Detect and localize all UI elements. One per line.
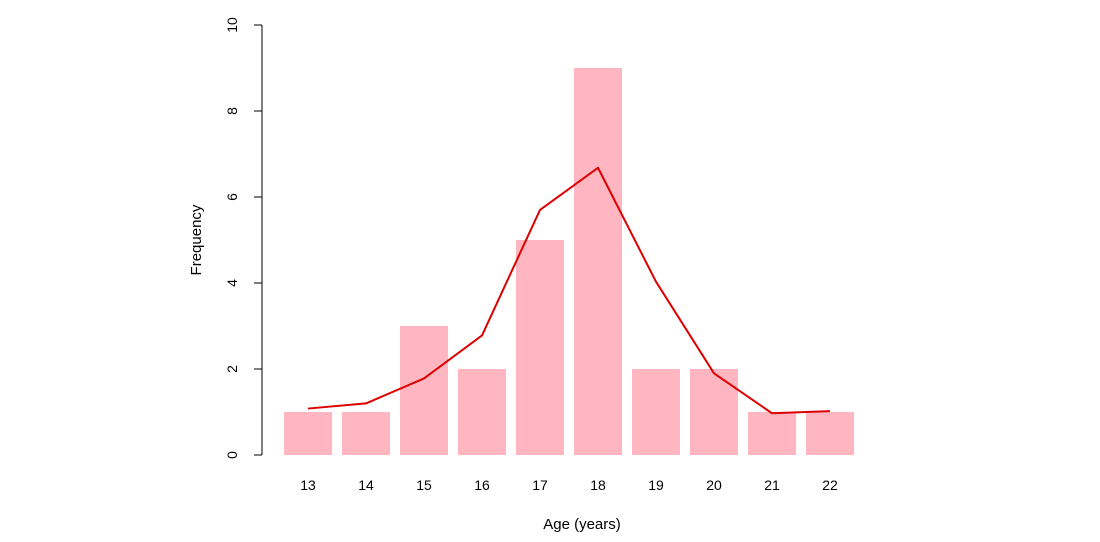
bar-14 (342, 412, 390, 455)
y-axis-title: Frequency (188, 204, 205, 275)
bar-22 (806, 412, 854, 455)
x-tick-label-19: 19 (648, 477, 664, 493)
x-tick-label-14: 14 (358, 477, 374, 493)
x-tick-label-20: 20 (706, 477, 722, 493)
bar-13 (284, 412, 332, 455)
x-tick-label-17: 17 (532, 477, 548, 493)
x-tick-label-21: 21 (764, 477, 780, 493)
x-tick-label-18: 18 (590, 477, 606, 493)
y-tick-label-6: 6 (224, 193, 240, 201)
x-tick-label-15: 15 (416, 477, 432, 493)
y-tick-label-0: 0 (224, 451, 240, 459)
x-tick-labels: 13 14 15 16 17 18 19 20 21 22 (300, 477, 838, 493)
bar-15 (400, 326, 448, 455)
y-tick-label-2: 2 (224, 365, 240, 373)
trend-line (307, 166, 831, 415)
bars (284, 68, 854, 455)
bar-16 (458, 369, 506, 455)
x-tick-label-16: 16 (474, 477, 490, 493)
x-tick-label-22: 22 (822, 477, 838, 493)
bar-21 (748, 412, 796, 455)
y-axis: 0 2 4 6 8 10 (224, 17, 263, 459)
x-axis-title: Age (years) (543, 516, 621, 533)
bar-17 (516, 240, 564, 455)
bar-20 (690, 369, 738, 455)
bar-18 (574, 68, 622, 455)
y-tick-label-10: 10 (224, 17, 240, 33)
x-tick-label-13: 13 (300, 477, 316, 493)
bar-19 (632, 369, 680, 455)
y-tick-label-4: 4 (224, 279, 240, 287)
y-tick-label-8: 8 (224, 107, 240, 115)
trend-line-layer (307, 166, 831, 415)
